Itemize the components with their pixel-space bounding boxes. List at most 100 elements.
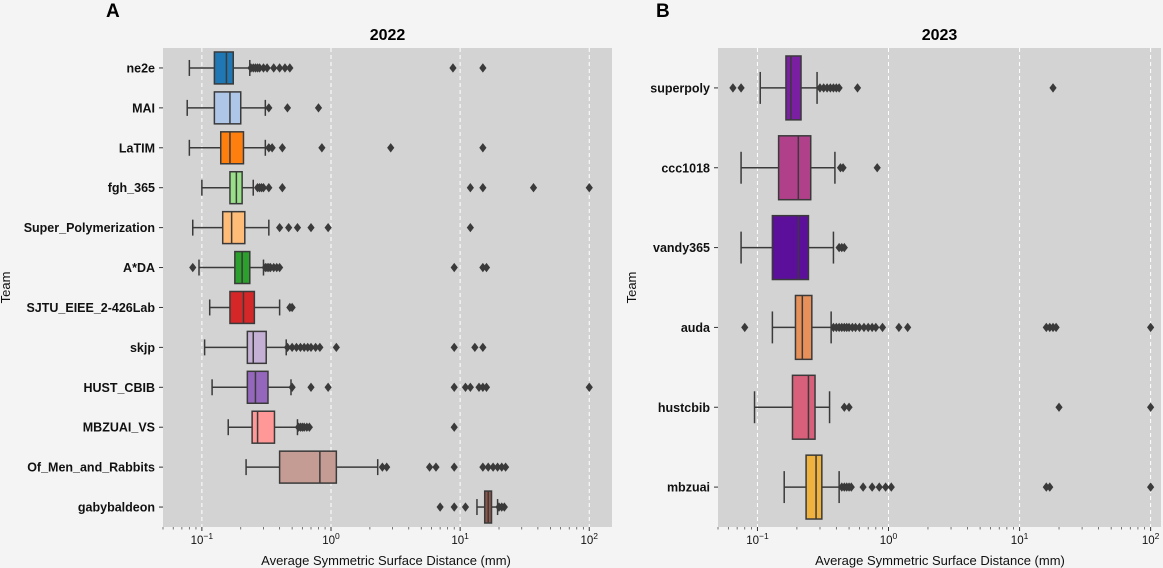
outlier-point bbox=[479, 63, 487, 73]
category-label: MAI bbox=[132, 101, 155, 115]
category-label: ne2e bbox=[127, 61, 156, 75]
outlier-point bbox=[265, 103, 273, 113]
chart-title: 2023 bbox=[922, 27, 958, 44]
outlier-point bbox=[868, 322, 876, 333]
outlier-point bbox=[288, 302, 296, 313]
x-axis-label: Average Symmetric Surface Distance (mm) bbox=[261, 553, 511, 568]
outlier-point bbox=[307, 382, 315, 392]
outlier-point bbox=[466, 382, 474, 392]
iqr-box bbox=[229, 290, 256, 325]
outlier-point bbox=[840, 242, 848, 253]
outlier-point bbox=[904, 322, 912, 333]
outlier-point bbox=[1147, 402, 1155, 412]
outlier-point bbox=[383, 462, 391, 472]
panel-letter: A bbox=[106, 1, 120, 22]
plot-area bbox=[718, 48, 1161, 527]
category-label: Super_Polymerization bbox=[24, 221, 155, 235]
outlier-point bbox=[276, 262, 284, 273]
box-group-auda: auda bbox=[681, 294, 1155, 361]
box-group-latim: LaTIM bbox=[119, 131, 487, 165]
outlier-point bbox=[860, 322, 868, 333]
outlier-point bbox=[484, 462, 492, 472]
iqr-box bbox=[278, 450, 338, 484]
outlier-point bbox=[479, 143, 487, 153]
outlier-point bbox=[895, 322, 903, 333]
iqr-box bbox=[791, 374, 816, 440]
box-group-vandy365: vandy365 bbox=[653, 214, 848, 281]
outlier-point bbox=[479, 462, 487, 472]
outlier-point bbox=[729, 83, 737, 93]
iqr-box bbox=[777, 135, 812, 201]
box-group-superpoly: superpoly bbox=[650, 55, 1057, 121]
box-group-mai: MAI bbox=[132, 91, 323, 125]
box-group-of-men-and-rabbits: Of_Men_and_Rabbits bbox=[27, 450, 510, 484]
panel-letter: B bbox=[656, 1, 670, 22]
x-tick-label: 102 bbox=[580, 531, 598, 547]
category-label: ccc1018 bbox=[661, 161, 710, 175]
outlier-point bbox=[479, 382, 487, 392]
outlier-point bbox=[868, 482, 876, 492]
outlier-point bbox=[479, 342, 487, 353]
iqr-box bbox=[251, 410, 276, 444]
iqr-box bbox=[246, 330, 267, 365]
y-axis-label: Team bbox=[0, 272, 13, 304]
iqr-box bbox=[246, 370, 269, 405]
category-label: auda bbox=[681, 321, 711, 335]
iqr-box bbox=[771, 214, 810, 281]
category-label: HUST_CBIB bbox=[83, 381, 155, 395]
outlier-point bbox=[1055, 402, 1063, 412]
x-axis-label: Average Symmetric Surface Distance (mm) bbox=[815, 553, 1065, 568]
outlier-point bbox=[293, 222, 302, 233]
outlier-point bbox=[292, 342, 301, 353]
outlier-point bbox=[493, 462, 502, 472]
outlier-point bbox=[263, 63, 271, 73]
outlier-point bbox=[851, 322, 860, 333]
outlier-point bbox=[281, 63, 289, 73]
outlier-point bbox=[296, 342, 305, 353]
outlier-point bbox=[285, 222, 293, 233]
outlier-point bbox=[283, 342, 292, 353]
outlier-point bbox=[847, 482, 855, 492]
outlier-point bbox=[529, 183, 538, 193]
outlier-point bbox=[1147, 322, 1155, 333]
x-tick-label: 100 bbox=[880, 531, 898, 547]
box-group-ne2e: ne2e bbox=[127, 51, 487, 85]
outlier-point bbox=[479, 262, 487, 273]
outlier-point bbox=[278, 143, 286, 153]
outlier-point bbox=[259, 63, 268, 73]
outlier-point bbox=[286, 63, 294, 73]
outlier-point bbox=[387, 143, 395, 153]
outlier-point bbox=[1052, 322, 1060, 333]
outlier-point bbox=[450, 502, 458, 512]
category-label: gabybaldeon bbox=[78, 501, 155, 515]
category-label: SJTU_EIEE_2-426Lab bbox=[26, 301, 155, 315]
outlier-point bbox=[466, 183, 474, 193]
outlier-point bbox=[500, 502, 508, 512]
iqr-box bbox=[219, 131, 245, 165]
outlier-point bbox=[482, 262, 491, 273]
outlier-point bbox=[482, 382, 491, 392]
outlier-point bbox=[324, 382, 332, 392]
outlier-point bbox=[475, 382, 483, 392]
outlier-point bbox=[318, 143, 326, 153]
outlier-point bbox=[737, 83, 745, 93]
outlier-point bbox=[585, 382, 593, 392]
outlier-point bbox=[312, 342, 320, 353]
outlier-point bbox=[268, 143, 276, 153]
outlier-point bbox=[436, 502, 444, 512]
outlier-point bbox=[276, 63, 284, 73]
outlier-point bbox=[845, 402, 853, 412]
category-label: mbzuai bbox=[667, 481, 710, 495]
box-group-super-polymerization: Super_Polymerization bbox=[24, 210, 474, 245]
outlier-point bbox=[875, 482, 883, 492]
panel-a: A 2022 10−1 100 101 102 Average Symmetric Surf… bbox=[0, 1, 612, 568]
outlier-point bbox=[585, 183, 593, 193]
outlier-point bbox=[489, 462, 497, 472]
outlier-point bbox=[259, 183, 268, 193]
x-tick-label: 100 bbox=[322, 531, 340, 547]
category-label: superpoly bbox=[650, 81, 710, 95]
box-group-fgh-365: fgh_365 bbox=[108, 170, 593, 205]
outlier-point bbox=[479, 183, 487, 193]
iqr-box bbox=[221, 210, 246, 245]
box-group-ccc1018: ccc1018 bbox=[661, 135, 881, 201]
